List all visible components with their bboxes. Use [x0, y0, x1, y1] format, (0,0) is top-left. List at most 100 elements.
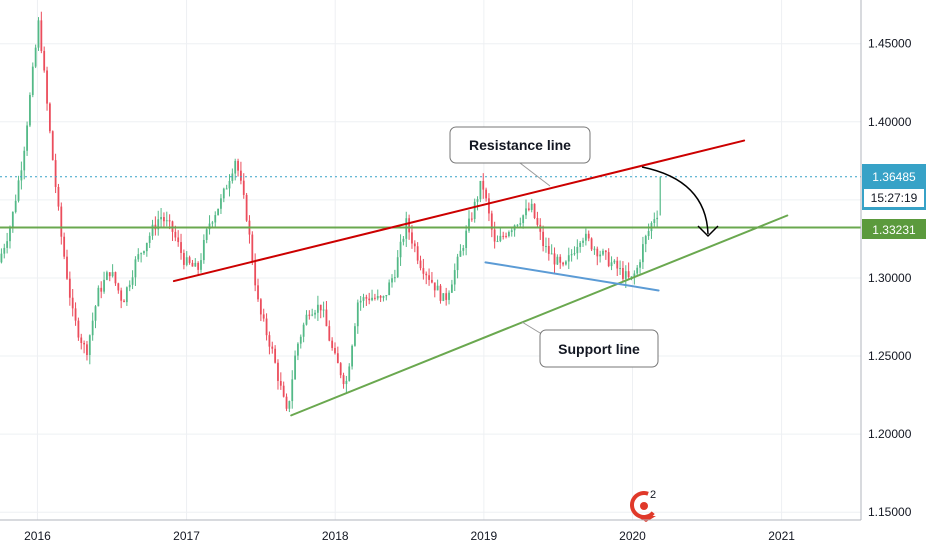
candle-body: [433, 282, 436, 291]
candle-body: [348, 366, 351, 381]
candle-body: [565, 261, 567, 265]
candle-body: [536, 217, 539, 225]
candle-body: [470, 218, 473, 220]
resistance-label: Resistance line: [469, 137, 571, 153]
candle-body: [163, 217, 165, 222]
candle-body: [499, 235, 502, 242]
candle-body: [584, 233, 587, 241]
candle-body: [108, 272, 111, 277]
candle-body: [157, 219, 160, 230]
candle-body: [508, 232, 510, 237]
candle-body: [419, 260, 422, 269]
support-label: Support line: [558, 341, 640, 357]
candle-body: [231, 173, 234, 181]
candle-body: [262, 314, 265, 319]
candle-body: [459, 250, 462, 257]
candle-body: [450, 284, 453, 293]
resistance-callout[interactable]: Resistance line: [449, 126, 591, 187]
candle-body: [376, 296, 379, 299]
candle-body: [74, 308, 77, 321]
time-tick-label: 2021: [768, 529, 795, 543]
candle-body: [168, 220, 171, 222]
candle-body: [145, 242, 148, 252]
support-callout-box: [539, 329, 659, 368]
candle-body: [413, 243, 416, 247]
candle-body: [271, 346, 274, 349]
candle-body: [567, 255, 570, 262]
candle-body: [208, 223, 211, 230]
candle-body: [553, 253, 556, 265]
candle-body: [123, 300, 125, 303]
candle-body: [305, 314, 308, 325]
candle-body: [316, 304, 319, 313]
forecast-arrow[interactable]: [641, 166, 709, 235]
candle-body: [476, 199, 479, 202]
candle-body: [182, 252, 185, 265]
candle-body: [274, 348, 277, 363]
candle-body: [342, 375, 345, 385]
candle-body: [125, 287, 128, 303]
candle-body: [94, 306, 97, 321]
candle-body: [46, 70, 48, 104]
candle-body: [525, 208, 527, 216]
candle-body: [202, 239, 205, 261]
candle-body: [453, 270, 456, 285]
candle-body: [436, 285, 439, 291]
candle-body: [653, 219, 656, 223]
candle-body: [222, 188, 225, 199]
price-tick-label: 1.40000: [868, 115, 912, 129]
candle-body: [86, 344, 88, 355]
candle-body: [214, 215, 217, 223]
candle-body: [205, 229, 208, 240]
candle-body: [288, 401, 291, 409]
candle-body: [496, 241, 499, 243]
candle-body: [54, 160, 57, 187]
candle-body: [77, 320, 80, 338]
candle-body: [602, 250, 604, 255]
price-tick-label: 1.20000: [868, 427, 912, 441]
candle-body: [177, 237, 180, 243]
candle-body: [131, 277, 134, 285]
candle-body: [180, 242, 182, 253]
candle-body: [593, 248, 596, 250]
price-tick-label: 1.45000: [868, 37, 912, 51]
candle-body: [334, 347, 336, 354]
candle-body: [482, 180, 485, 190]
candle-body: [468, 218, 470, 231]
current-price-value: 1.36485: [872, 170, 916, 184]
resistance-trendline[interactable]: [172, 139, 746, 283]
candle-body: [359, 300, 362, 303]
candle-body: [550, 253, 553, 255]
candle-body: [43, 50, 46, 71]
candle-body: [479, 180, 482, 200]
candle-body: [522, 215, 525, 224]
candle-body: [328, 326, 331, 341]
candle-body: [590, 238, 593, 250]
candle-body: [100, 287, 103, 292]
candle-body: [165, 220, 168, 222]
candle-body: [51, 131, 54, 161]
candle-body: [228, 180, 231, 189]
candle-body: [547, 246, 550, 254]
support-trendline[interactable]: [290, 214, 789, 417]
countdown-box: [864, 189, 924, 207]
time-axis[interactable]: 2016 2017 2018 2019 2020 2021: [24, 529, 795, 543]
candle-body: [439, 285, 442, 301]
candle-body: [134, 259, 137, 278]
candle-body: [23, 150, 26, 171]
support-callout[interactable]: Support line: [521, 321, 659, 368]
candle-body: [140, 253, 143, 255]
candle-body: [174, 231, 177, 238]
resistance-callout-box: [449, 126, 591, 164]
candle-body: [302, 324, 305, 337]
candle-body: [345, 380, 348, 385]
candle-body: [391, 278, 393, 283]
candle-body: [576, 246, 579, 254]
inner-support-trendline[interactable]: [484, 261, 660, 292]
candle-body: [285, 396, 288, 409]
candle-body: [14, 200, 17, 212]
candle-body: [485, 189, 487, 199]
watermark-logo-icon: 2: [630, 489, 658, 522]
